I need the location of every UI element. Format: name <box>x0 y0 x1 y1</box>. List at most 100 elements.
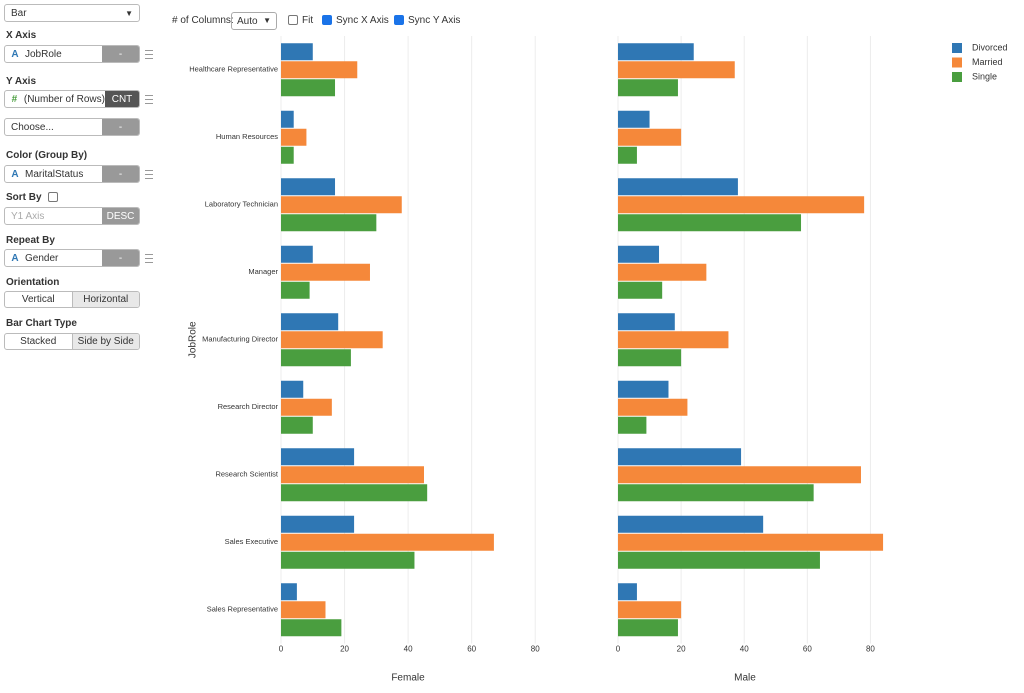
field-name: Choose... <box>11 121 54 133</box>
bar <box>618 349 682 367</box>
checkbox-option[interactable]: Fit <box>288 15 313 26</box>
bar <box>281 245 313 263</box>
x-axis-title: Male <box>734 673 756 684</box>
bar <box>281 43 313 61</box>
bar <box>281 61 358 79</box>
checkbox-option[interactable]: Sync Y Axis <box>394 15 460 26</box>
bar <box>618 61 735 79</box>
checkbox[interactable] <box>322 15 332 26</box>
section-label: Y Axis <box>6 76 37 87</box>
bar <box>618 515 764 533</box>
bar <box>281 196 402 214</box>
bar <box>618 551 820 569</box>
option[interactable]: Side by Side <box>71 334 139 349</box>
x-tick-label: 20 <box>677 645 686 654</box>
field[interactable]: # (Number of Rows) CNT <box>4 90 140 108</box>
menu-icon[interactable] <box>145 254 153 263</box>
button[interactable]: CNT <box>105 91 139 107</box>
bar <box>618 178 738 196</box>
bar <box>618 484 814 502</box>
field[interactable]: Y1 Axis DESC <box>4 207 140 225</box>
y-tick-label: Human Resources <box>216 132 278 141</box>
legend-swatch <box>952 57 962 68</box>
bar <box>618 196 865 214</box>
bar <box>618 601 682 619</box>
option-label: Fit <box>302 15 314 26</box>
bar <box>618 110 650 128</box>
bar <box>618 79 678 97</box>
y-tick-label: Sales Executive <box>225 537 278 546</box>
bar <box>281 349 351 367</box>
bar <box>618 146 637 164</box>
bar <box>281 313 339 331</box>
bar <box>281 619 342 637</box>
field[interactable]: A MaritalStatus - <box>4 165 140 183</box>
bar <box>618 331 729 349</box>
section-label: Orientation <box>6 277 60 288</box>
section-label: Sort By <box>6 192 62 203</box>
y-tick-label: Research Scientist <box>215 470 278 479</box>
button[interactable]: - <box>102 166 139 182</box>
bar <box>281 515 355 533</box>
checkbox[interactable] <box>48 192 59 203</box>
bar <box>281 448 355 466</box>
field-name: MaritalStatus <box>25 168 84 180</box>
bar <box>281 533 494 551</box>
checkbox[interactable] <box>394 15 404 26</box>
field[interactable]: Choose... - <box>4 118 140 136</box>
field-name: (Number of Rows) <box>23 93 105 105</box>
checkbox[interactable] <box>288 15 298 26</box>
option[interactable]: Stacked <box>20 336 57 347</box>
field-name: Gender <box>25 252 59 264</box>
section-label: Bar Chart Type <box>6 318 77 329</box>
bar <box>618 281 663 299</box>
option-label: Sync Y Axis <box>408 15 461 26</box>
toolbar-label: # of Columns: <box>172 15 234 26</box>
y-axis-title: JobRole <box>188 321 199 358</box>
placeholder: Y1 Axis <box>11 210 45 222</box>
bar <box>618 533 884 551</box>
bar <box>281 466 424 484</box>
field[interactable]: A Gender - <box>4 249 140 267</box>
x-tick-label: 0 <box>616 645 621 654</box>
segmented-control: Vertical Horizontal <box>4 291 140 308</box>
menu-icon[interactable] <box>145 50 153 59</box>
button[interactable]: - <box>102 119 139 135</box>
y-tick-label: Research Director <box>218 402 279 411</box>
section-label: X Axis <box>6 30 37 41</box>
columns-select[interactable]: Auto ▼ <box>231 12 277 30</box>
option-label: Sync X Axis <box>336 15 389 26</box>
button[interactable]: DESC <box>102 208 139 224</box>
chart-type: Bar <box>11 7 27 19</box>
field-name: JobRole <box>25 48 62 60</box>
icon: A <box>11 252 19 264</box>
menu-icon[interactable] <box>145 95 153 104</box>
bar <box>618 43 694 61</box>
bar <box>281 583 297 601</box>
chart-type-select[interactable]: Bar ▼ <box>4 4 140 22</box>
dropdown-arrow: ▼ <box>125 8 133 18</box>
bar <box>281 551 415 569</box>
bar <box>281 214 377 232</box>
x-tick-label: 60 <box>803 645 812 654</box>
button[interactable]: - <box>102 250 139 266</box>
y-tick-label: Sales Representative <box>207 605 278 614</box>
field[interactable]: A JobRole - <box>4 45 140 63</box>
icon: # <box>11 93 18 105</box>
option[interactable]: Horizontal <box>71 292 139 307</box>
option[interactable]: Vertical <box>21 294 55 305</box>
checkbox-option[interactable]: Sync X Axis <box>322 15 389 26</box>
section-label: Color (Group By) <box>6 150 88 161</box>
y-tick-label: Healthcare Representative <box>189 65 278 74</box>
button[interactable]: - <box>102 46 139 62</box>
bar <box>618 245 660 263</box>
columns-value: Auto <box>237 16 258 27</box>
legend-label: Divorced <box>972 42 1008 52</box>
bar <box>618 619 678 637</box>
bar <box>618 583 637 601</box>
bar <box>281 281 310 299</box>
bar <box>281 146 294 164</box>
bar <box>281 484 428 502</box>
menu-icon[interactable] <box>145 170 153 179</box>
bar <box>618 380 669 398</box>
